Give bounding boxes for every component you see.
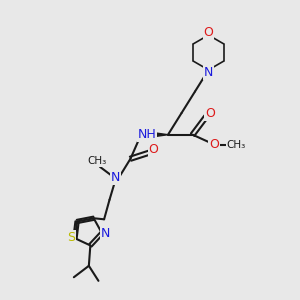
Text: CH₃: CH₃	[226, 140, 246, 150]
Text: NH: NH	[138, 128, 156, 141]
Text: O: O	[204, 26, 213, 40]
Text: N: N	[204, 65, 213, 79]
Text: S: S	[68, 231, 75, 244]
Text: CH₃: CH₃	[88, 156, 107, 167]
Polygon shape	[153, 133, 168, 137]
Text: O: O	[149, 142, 158, 156]
Text: O: O	[205, 106, 214, 120]
Text: N: N	[101, 227, 110, 240]
Text: O: O	[209, 138, 219, 151]
Text: N: N	[111, 171, 120, 184]
